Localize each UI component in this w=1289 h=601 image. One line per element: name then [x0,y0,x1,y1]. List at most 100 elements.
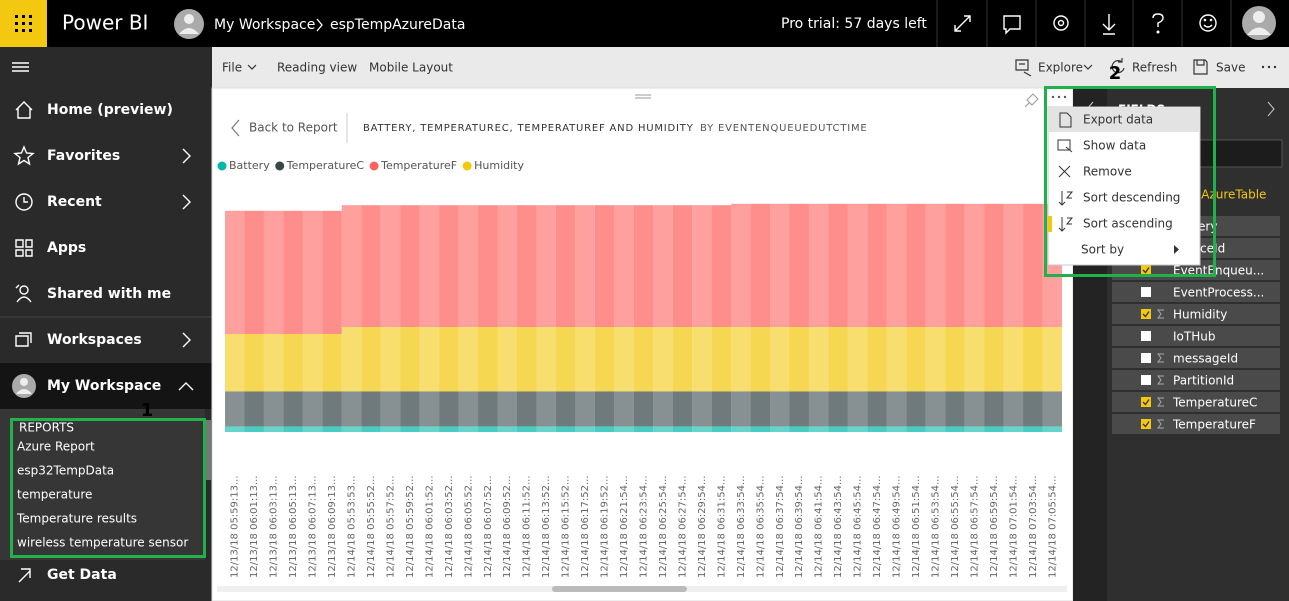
report-link[interactable]: Azure Report [17,440,95,454]
bar-segment [263,391,284,427]
nav-item[interactable]: Favorites [47,148,120,164]
report-link[interactable]: temperature [17,488,92,502]
download-icon[interactable] [1102,14,1116,35]
field-checkbox[interactable] [1141,287,1151,297]
field-checkbox[interactable] [1141,353,1151,363]
x-tick-label: 12/14/18 07:01:54... [1008,475,1019,578]
bar-segment [886,203,907,327]
feedback-icon[interactable] [1199,14,1217,32]
hamburger-icon[interactable] [12,62,29,72]
toolbar-item[interactable]: File [222,61,242,75]
bar-segment [653,426,673,432]
get-data[interactable]: Get Data [47,567,117,583]
bar-segment [770,203,790,327]
toolbar-action[interactable]: Save [1216,61,1245,75]
back-to-report[interactable]: Back to Report [249,121,338,135]
bar-segment [497,205,517,327]
user-avatar-head [1253,11,1265,23]
breadcrumb-workspace[interactable]: My Workspace [214,17,315,33]
field-name[interactable]: TemperatureC [1172,396,1257,410]
bar-segment [361,205,381,327]
legend-marker [462,161,472,171]
menu-icons [1057,112,1074,232]
field-name[interactable]: EventProcess... [1173,286,1264,300]
x-tick-label: 12/13/18 05:59:13... [230,475,241,578]
bar-segment [945,203,965,327]
nav-item[interactable]: Apps [47,240,86,256]
menu-item[interactable]: Remove [1083,165,1132,179]
field-row[interactable] [1112,326,1280,346]
field-name[interactable]: messageId [1173,352,1238,366]
topbar-separators [936,0,1232,47]
sidebar-scroll-thumb[interactable] [206,420,211,480]
bar-segment [731,391,751,427]
x-tick-label: 12/13/18 06:01:13... [249,475,260,578]
field-name[interactable]: Humidity [1173,308,1227,322]
visual-more-options[interactable] [1051,95,1067,99]
nav-item[interactable]: Recent [47,194,102,210]
collapse-right[interactable] [1267,101,1275,117]
toolbar-item[interactable]: Mobile Layout [369,61,453,75]
scroll-thumb[interactable] [552,586,687,592]
toolbar-action[interactable]: Refresh [1132,61,1177,75]
field-checkbox[interactable] [1141,375,1151,385]
bar-segment [380,205,401,327]
drag-handle[interactable] [635,94,651,99]
bar-segment [847,327,868,392]
field-row[interactable] [1112,392,1280,412]
field-row[interactable] [1112,348,1280,368]
report-link[interactable]: wireless temperature sensor [17,536,188,550]
menu-item[interactable]: Export data [1083,113,1153,127]
field-row[interactable] [1112,414,1280,434]
menu-item[interactable]: Sort descending [1083,191,1180,205]
field-row[interactable] [1112,282,1280,302]
trial-status[interactable]: Pro trial: 57 days left [781,16,927,32]
field-name[interactable]: IoTHub [1173,330,1215,344]
field-checkbox[interactable] [1141,309,1151,319]
pin-icon[interactable] [1024,93,1039,108]
bar-segment [594,205,615,327]
visual-title: BATTERY, TEMPERATUREC, TEMPERATUREF AND … [363,123,694,134]
toolbar-action[interactable]: Explore [1038,61,1083,75]
field-checkbox[interactable] [1141,397,1151,407]
bar-segment [886,426,907,432]
bar-segment [945,426,965,432]
bar-segment [302,426,323,432]
more-options[interactable] [1261,65,1277,69]
field-name[interactable]: TemperatureF [1172,418,1256,432]
report-link[interactable]: Temperature results [16,512,137,526]
context-menu [1047,106,1201,266]
nav-item[interactable]: Home (preview) [47,102,173,118]
field-row[interactable] [1112,370,1280,390]
report-link[interactable]: esp32TempData [17,464,114,478]
field-checkbox[interactable] [1141,331,1151,341]
nav-item[interactable]: My Workspace [47,378,161,394]
field-checkbox[interactable] [1141,419,1151,429]
menu-item[interactable]: Sort by [1081,243,1124,257]
bar-segment [439,391,459,427]
bar-segment [828,391,848,427]
breadcrumb-report[interactable]: espTempAzureData [330,17,465,33]
fullscreen-icon[interactable] [954,15,971,32]
app-name[interactable]: Power BI [62,11,148,35]
nav-item[interactable]: Workspaces [47,332,142,348]
field-row[interactable] [1112,304,1280,324]
bar-segment [789,391,809,427]
bar-segment [750,426,771,432]
bar-segment [400,327,420,392]
x-tick-label: 12/13/18 06:09:13... [327,475,338,578]
help-icon[interactable] [1152,13,1164,34]
toolbar-item[interactable]: Reading view [277,61,357,75]
nav-item[interactable]: Shared with me [47,286,171,302]
menu-item[interactable]: Sort ascending [1083,217,1173,231]
bar-segment [478,205,498,327]
bar-segment [614,426,634,432]
field-checkbox[interactable] [1141,265,1151,275]
settings-icon[interactable] [1053,15,1069,31]
back-chevron[interactable] [231,119,240,137]
bar-segment [575,426,595,432]
menu-item[interactable]: Show data [1083,139,1146,153]
avatar-body [179,28,199,34]
comment-icon[interactable] [1003,15,1021,35]
field-name[interactable]: PartitionId [1173,374,1234,388]
